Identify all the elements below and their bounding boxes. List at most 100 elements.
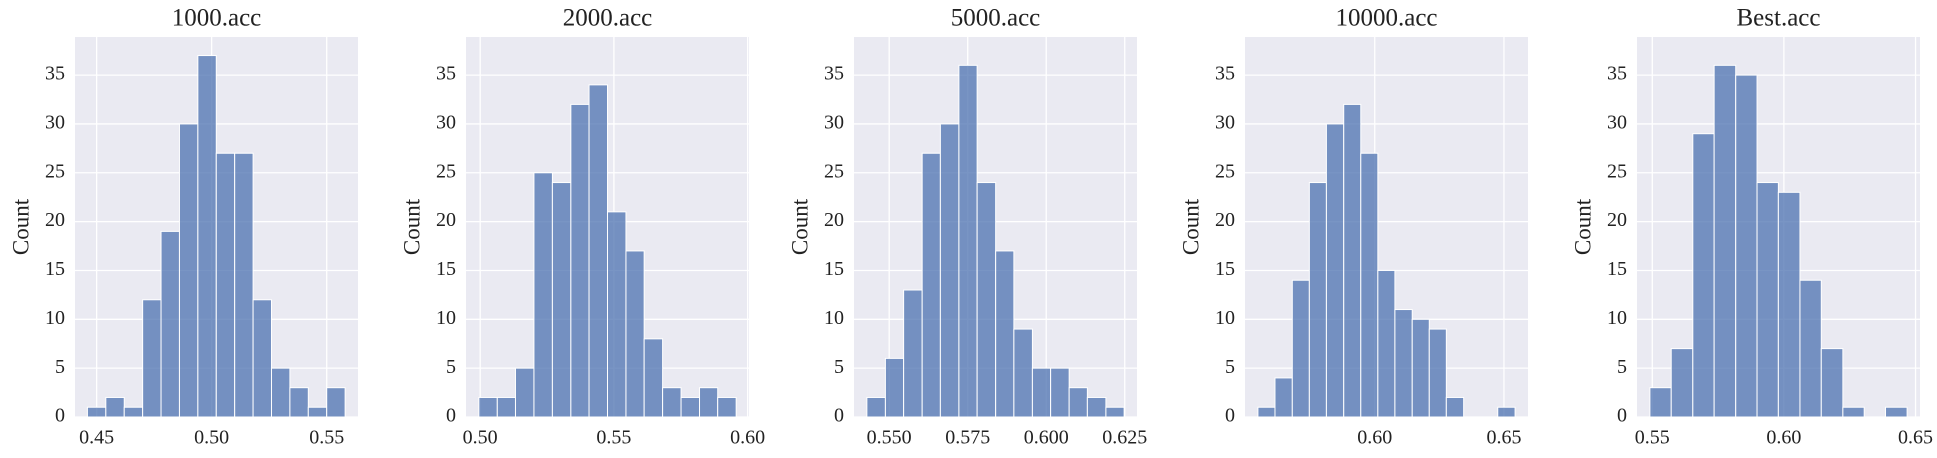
y-tick-label: 10 (1215, 307, 1235, 329)
y-tick-label: 20 (1607, 209, 1627, 231)
bar (270, 367, 291, 418)
bar (1394, 309, 1413, 418)
chart-title: 5000.acc (951, 5, 1041, 32)
y-tick-label: 15 (1607, 258, 1627, 280)
y-tick-label: 10 (436, 307, 456, 329)
y-tick-label: 0 (446, 405, 456, 427)
y-tick-label: 25 (45, 160, 65, 182)
bar (921, 152, 941, 418)
bar (1257, 406, 1276, 418)
x-tick-label: 0.65 (1898, 427, 1933, 449)
x-tick-label: 0.60 (1357, 427, 1392, 449)
bar (866, 396, 886, 418)
bar (1068, 387, 1088, 418)
bar (1670, 348, 1694, 418)
y-tick-label: 15 (45, 258, 65, 280)
y-tick-label: 10 (824, 307, 844, 329)
x-tick-label: 0.50 (194, 427, 229, 449)
bar (1756, 182, 1779, 418)
y-tick-label: 10 (45, 307, 65, 329)
bar (1713, 64, 1737, 418)
y-axis-label: Count (399, 198, 424, 255)
y-tick-label: 0 (55, 405, 65, 427)
chart-title: Best.acc (1737, 5, 1821, 32)
bar (607, 211, 627, 418)
bar (1086, 396, 1107, 418)
y-tick-label: 15 (436, 258, 456, 280)
x-tick-label: 0.50 (463, 427, 498, 449)
bar (884, 357, 905, 418)
bar (142, 299, 162, 418)
y-tick-label: 35 (1215, 63, 1235, 85)
bar (1799, 279, 1822, 418)
bar (1031, 367, 1052, 418)
bar (1735, 74, 1758, 418)
chart-title: 1000.acc (172, 5, 262, 32)
y-tick-label: 35 (45, 63, 65, 85)
bar (215, 152, 236, 418)
bar (699, 387, 719, 418)
y-tick-label: 20 (824, 209, 844, 231)
bar (643, 338, 664, 418)
y-axis-label: Count (1178, 198, 1203, 255)
bar (478, 396, 498, 418)
bar (289, 387, 309, 418)
bar (234, 152, 254, 418)
y-tick-label: 20 (1215, 209, 1235, 231)
x-tick-label: 0.55 (309, 427, 344, 449)
bar (514, 367, 535, 418)
bar (570, 103, 590, 418)
bar (86, 406, 107, 418)
bar (958, 64, 978, 418)
y-tick-label: 15 (1215, 258, 1235, 280)
bar (625, 250, 645, 418)
bar (1842, 406, 1865, 418)
y-tick-label: 30 (824, 112, 844, 134)
bar (123, 406, 144, 418)
y-tick-label: 0 (834, 405, 844, 427)
x-tick-label: 0.600 (1024, 427, 1069, 449)
y-tick-label: 30 (436, 112, 456, 134)
bar (1377, 269, 1396, 418)
bar (178, 123, 199, 418)
y-tick-label: 20 (436, 209, 456, 231)
bar (1885, 406, 1908, 418)
x-tick-label: 0.550 (867, 427, 912, 449)
bar (1274, 377, 1293, 418)
bar (717, 396, 737, 418)
bar (1013, 328, 1033, 418)
y-tick-label: 5 (55, 356, 65, 378)
y-axis-label: Count (787, 198, 812, 255)
bar (976, 182, 997, 418)
bar (662, 387, 682, 418)
bar (1343, 103, 1362, 418)
x-tick-label: 0.60 (730, 427, 765, 449)
x-tick-label: 0.65 (1486, 427, 1521, 449)
bar (1411, 318, 1430, 418)
y-tick-label: 25 (1607, 160, 1627, 182)
y-tick-label: 35 (824, 63, 844, 85)
y-tick-label: 25 (824, 160, 844, 182)
y-tick-label: 5 (446, 356, 456, 378)
bar (533, 172, 553, 418)
bar (252, 299, 272, 418)
bar (1360, 152, 1379, 418)
x-tick-label: 0.575 (945, 427, 990, 449)
bar (1308, 182, 1327, 418)
x-tick-label: 0.45 (79, 427, 114, 449)
bar (307, 406, 328, 418)
y-tick-label: 30 (45, 112, 65, 134)
y-tick-label: 0 (1225, 405, 1235, 427)
y-tick-label: 25 (436, 160, 456, 182)
y-tick-label: 15 (824, 258, 844, 280)
y-tick-label: 5 (1617, 356, 1627, 378)
y-tick-label: 35 (1607, 63, 1627, 85)
bar (1325, 123, 1345, 418)
bar (105, 396, 125, 418)
bar (551, 182, 572, 418)
bar (939, 123, 960, 418)
y-axis-label: Count (1570, 198, 1595, 255)
bar (1428, 328, 1447, 418)
y-tick-label: 5 (834, 356, 844, 378)
